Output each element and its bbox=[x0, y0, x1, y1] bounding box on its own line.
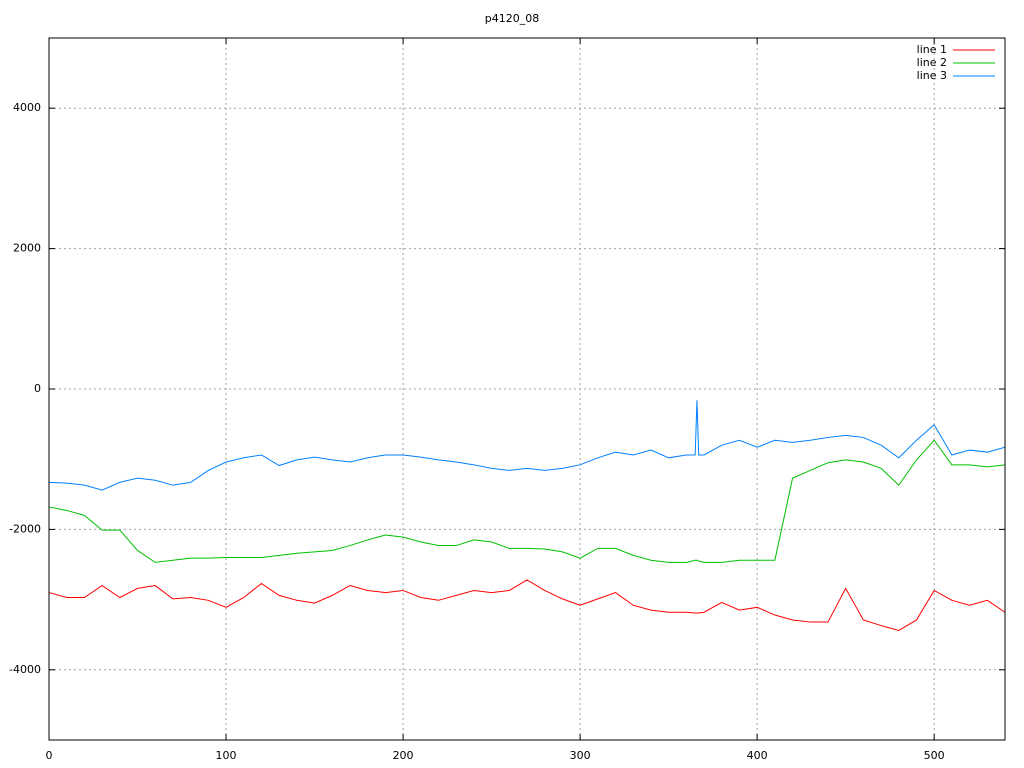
y-tick-label: 0 bbox=[34, 382, 41, 395]
y-tick-label: -2000 bbox=[9, 522, 41, 535]
y-tick-label: 2000 bbox=[13, 242, 41, 255]
x-tick-label: 0 bbox=[46, 749, 53, 762]
y-tick-label: -4000 bbox=[9, 663, 41, 676]
legend-label: line 2 bbox=[917, 56, 947, 69]
x-tick-label: 500 bbox=[924, 749, 945, 762]
x-tick-label: 300 bbox=[570, 749, 591, 762]
plot-frame bbox=[48, 37, 1006, 741]
data-line bbox=[48, 400, 1006, 491]
x-tick-label: 200 bbox=[393, 749, 414, 762]
legend-label: line 1 bbox=[917, 43, 947, 56]
plot-lines bbox=[48, 400, 1006, 632]
chart-title: p4120_08 bbox=[485, 12, 539, 25]
legend-label: line 3 bbox=[917, 69, 947, 82]
data-line bbox=[48, 439, 1006, 563]
grid bbox=[48, 38, 1005, 740]
x-tick-label: 400 bbox=[747, 749, 768, 762]
y-tick-label: 4000 bbox=[13, 101, 41, 114]
data-line bbox=[48, 579, 1006, 632]
x-tick-label: 100 bbox=[216, 749, 237, 762]
